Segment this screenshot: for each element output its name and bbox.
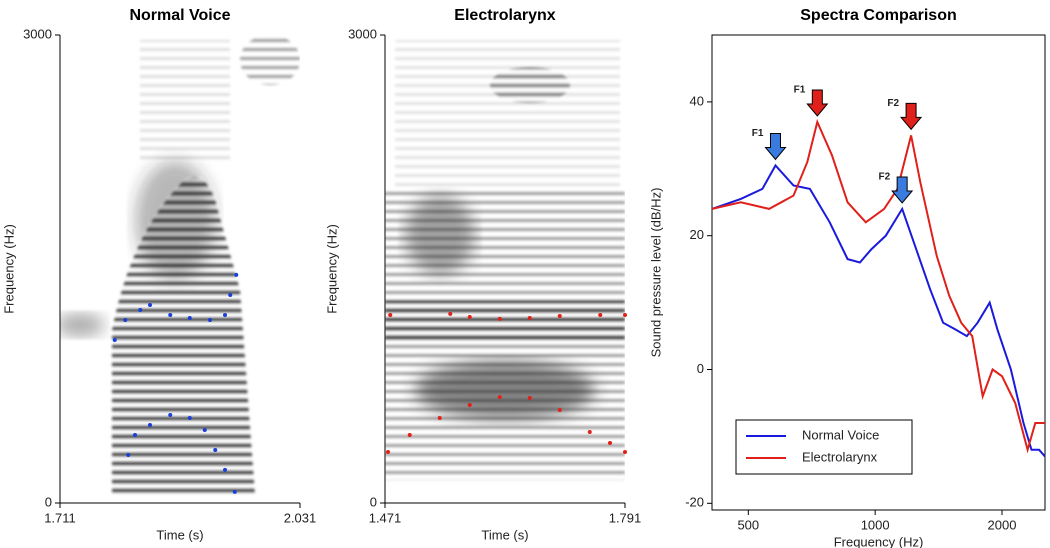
formant-point <box>386 449 390 454</box>
x-axis-label: Frequency (Hz) <box>834 534 924 548</box>
formant-point <box>223 467 227 472</box>
formant-point <box>234 272 239 277</box>
formant-point <box>187 415 192 420</box>
spectrum-line <box>711 118 1045 454</box>
formant-point <box>168 413 173 418</box>
annotation-label: F2 <box>878 172 890 183</box>
formant-arrow <box>900 102 923 131</box>
chart-title: Electrolarynx <box>454 7 555 24</box>
formant-point <box>133 432 137 437</box>
annotation-label: F1 <box>794 85 806 96</box>
y-tick-label: 0 <box>370 494 377 509</box>
formant-point <box>148 423 152 427</box>
x-tick-label: 1.471 <box>369 510 402 525</box>
legend-label: Electrolarynx <box>802 449 878 464</box>
formant-point <box>448 311 453 316</box>
formant-point <box>527 315 532 320</box>
formant-point <box>407 432 412 437</box>
formant-point <box>208 318 212 323</box>
formant-point <box>623 313 627 318</box>
y-tick-label: 0 <box>697 361 704 376</box>
formant-arrow <box>806 89 829 117</box>
formant-point <box>623 449 627 454</box>
legend-label: Normal Voice <box>802 427 879 442</box>
formant-point <box>388 313 393 318</box>
x-tick-label: 1.791 <box>609 510 642 525</box>
formant-point <box>608 440 612 445</box>
formant-point <box>187 315 192 320</box>
y-axis-label: Frequency (Hz) <box>1 224 16 314</box>
y-axis-label: Frequency (Hz) <box>324 224 339 314</box>
chart-title: Spectra Comparison <box>800 7 956 24</box>
formant-point <box>497 316 502 321</box>
formant-point <box>437 415 442 420</box>
formant-point <box>232 489 237 494</box>
y-tick-label: 20 <box>690 227 704 242</box>
x-axis-label: Time (s) <box>481 527 528 542</box>
annotation-label: F2 <box>887 98 899 109</box>
y-tick-label: -20 <box>685 495 704 510</box>
formant-point <box>202 427 207 432</box>
formant-point <box>587 430 592 435</box>
x-axis-label: Time (s) <box>156 527 203 542</box>
formant-point <box>213 447 218 452</box>
formant-point <box>527 396 532 401</box>
formant-point <box>148 303 152 308</box>
y-tick-label: 3000 <box>348 26 377 41</box>
y-tick-label: 0 <box>45 494 52 509</box>
plot-frame <box>711 34 1046 511</box>
formant-point <box>228 293 233 298</box>
formant-point <box>123 318 128 323</box>
x-tick-label: 2.031 <box>284 510 317 525</box>
formant-point <box>598 313 603 318</box>
x-tick-label: 2000 <box>988 517 1017 532</box>
y-axis-label: Sound pressure level (dB/Hz) <box>648 188 663 358</box>
spectrogram-image <box>60 35 300 495</box>
spectrum-line <box>711 163 1046 458</box>
formant-point <box>557 313 562 318</box>
formant-arrow <box>764 132 787 161</box>
formant-point <box>467 315 472 320</box>
x-tick-label: 1000 <box>861 517 890 532</box>
formant-point <box>126 452 131 457</box>
formant-point <box>497 395 502 400</box>
formant-arrow <box>891 176 914 204</box>
x-tick-label: 1.711 <box>44 510 76 525</box>
chart-title: Normal Voice <box>129 7 230 24</box>
formant-point <box>223 313 227 318</box>
formant-point <box>557 408 562 413</box>
formant-point <box>138 308 143 313</box>
x-tick-label: 500 <box>737 517 759 532</box>
formant-point <box>467 403 472 408</box>
spectrogram-image <box>385 40 625 480</box>
legend-box <box>735 419 913 475</box>
formant-point <box>112 337 117 342</box>
y-tick-label: 40 <box>690 93 704 108</box>
y-tick-label: 3000 <box>23 26 52 41</box>
formant-point <box>168 313 173 318</box>
annotation-label: F1 <box>752 128 764 139</box>
